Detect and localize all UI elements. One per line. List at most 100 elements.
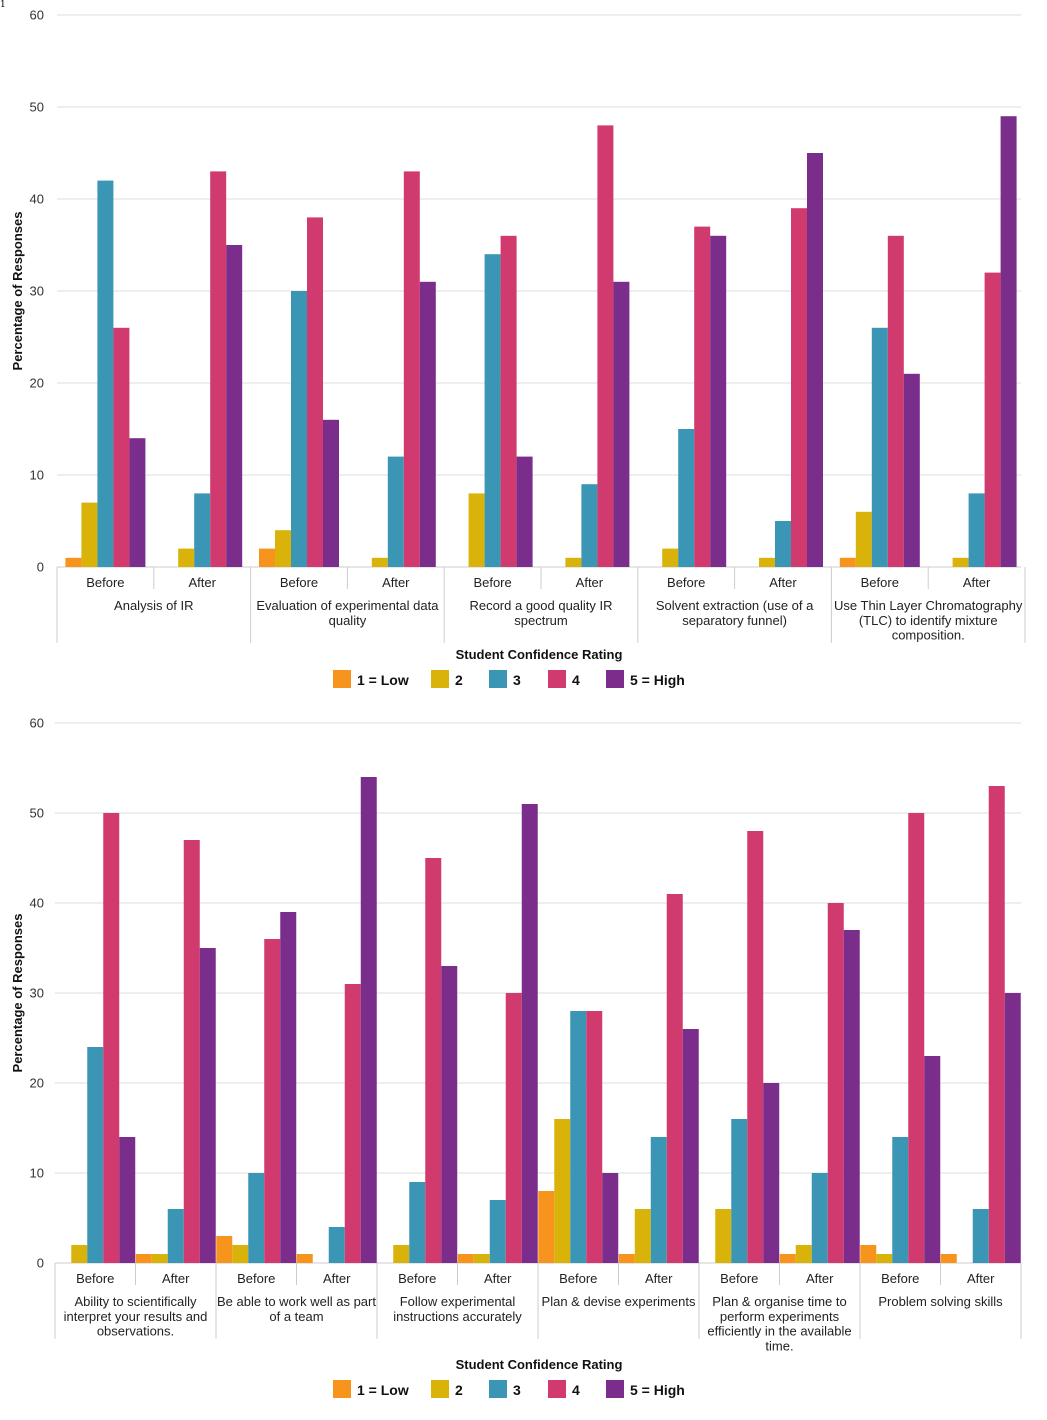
subgroup-label: After [806, 1271, 834, 1286]
bar [908, 813, 925, 1263]
category-label: quality [329, 613, 367, 628]
bar [565, 557, 582, 567]
category-label: Record a good quality IR [469, 598, 612, 613]
bar [151, 1254, 168, 1263]
subgroup-label: Before [667, 575, 705, 590]
bar [425, 858, 442, 1263]
category-group: Before After Evaluation of experimental da… [250, 171, 439, 643]
bar [763, 1083, 780, 1263]
subgroup-label: After [769, 575, 797, 590]
bar [259, 548, 275, 567]
category-label: composition. [892, 628, 965, 643]
figure-mark: 1 [0, 0, 6, 10]
y-axis-title: Percentage of Responses [10, 212, 25, 371]
chart-1: 0 10 20 30 40 50 60 Percentage of Responses Befo… [10, 8, 1026, 688]
category-group: Before After Solvent extraction (use of as… [637, 153, 823, 643]
category-label: Use Thin Layer Chromatography [834, 598, 1023, 613]
bar [264, 939, 281, 1263]
bar [538, 1191, 555, 1263]
legend-swatch [431, 1380, 449, 1398]
y-tick-label: 50 [30, 100, 44, 115]
subgroup-label: After [645, 1271, 673, 1286]
bar [457, 1254, 474, 1263]
bar [984, 272, 1001, 567]
bar [940, 1254, 957, 1263]
bar [892, 1137, 909, 1263]
bar [103, 813, 120, 1263]
category-label: Plan & organise time to [712, 1294, 846, 1309]
y-tick-label: 20 [30, 376, 44, 391]
bar [210, 171, 227, 567]
legend-label: 2 [455, 1382, 463, 1398]
subgroup-label: Before [76, 1271, 114, 1286]
y-tick-label: 60 [30, 716, 44, 731]
y-tick-label: 30 [30, 284, 44, 299]
legend: 1 = Low 2 3 4 5 = High [333, 670, 685, 688]
bar [618, 1254, 635, 1263]
bar [275, 530, 291, 567]
bar [1000, 116, 1017, 567]
bar [489, 1200, 506, 1263]
bar [97, 180, 114, 567]
bar [807, 153, 823, 567]
bar [307, 217, 323, 567]
legend-label: 3 [513, 1382, 521, 1398]
bar [113, 327, 130, 567]
legend-swatch [606, 1380, 624, 1398]
legend-label: 1 = Low [357, 1382, 409, 1398]
subgroup-label: Before [237, 1271, 275, 1286]
bar [167, 1209, 184, 1263]
bar [183, 840, 200, 1263]
bar [194, 493, 211, 567]
bar [839, 557, 856, 567]
bar [291, 291, 307, 567]
legend-swatch [333, 1380, 351, 1398]
bar [759, 557, 775, 567]
y-tick-label: 40 [30, 896, 44, 911]
legend-swatch [431, 670, 449, 688]
category-label: Problem solving skills [878, 1294, 1003, 1309]
bar [694, 226, 711, 567]
y-tick-label: 60 [30, 8, 44, 23]
bar [666, 894, 683, 1263]
legend-swatch [489, 670, 507, 688]
x-axis-title: Student Confidence Rating [456, 647, 623, 662]
bar [876, 1254, 893, 1263]
category-label: efficiently in the available [707, 1324, 851, 1339]
y-tick-label: 10 [30, 468, 44, 483]
y-tick-label: 20 [30, 1076, 44, 1091]
bar [924, 1056, 941, 1263]
bar [409, 1182, 426, 1263]
category-label: Analysis of IR [114, 598, 193, 613]
bar [505, 993, 522, 1263]
bar [602, 1173, 619, 1263]
bar [119, 1137, 136, 1263]
bar [344, 984, 361, 1263]
bar [360, 777, 377, 1263]
category-label: time. [765, 1338, 793, 1353]
legend-swatch [333, 670, 351, 688]
category-group: Before After Plan & devise experiments [537, 894, 699, 1339]
bar [135, 1254, 152, 1263]
bar [87, 1047, 104, 1263]
subgroup-label: Before [86, 575, 124, 590]
bar [371, 557, 388, 567]
subgroup-label: After [323, 1271, 351, 1286]
category-label: Evaluation of experimental data [256, 598, 439, 613]
bar [827, 903, 844, 1263]
legend-label: 2 [455, 672, 463, 688]
category-label: Follow experimental [400, 1294, 516, 1309]
subgroup-label: Before [280, 575, 318, 590]
bar [554, 1119, 571, 1263]
bar [791, 208, 807, 567]
category-group: Before After Plan & organise time toperfor… [698, 831, 860, 1353]
legend-label: 3 [513, 672, 521, 688]
bar [178, 548, 195, 567]
bar [296, 1254, 313, 1263]
category-label: Ability to scientifically [74, 1294, 197, 1309]
legend-label: 4 [572, 1382, 580, 1398]
subgroup-label: After [967, 1271, 995, 1286]
bar [682, 1029, 699, 1263]
bar [662, 548, 679, 567]
legend-label: 4 [572, 672, 580, 688]
